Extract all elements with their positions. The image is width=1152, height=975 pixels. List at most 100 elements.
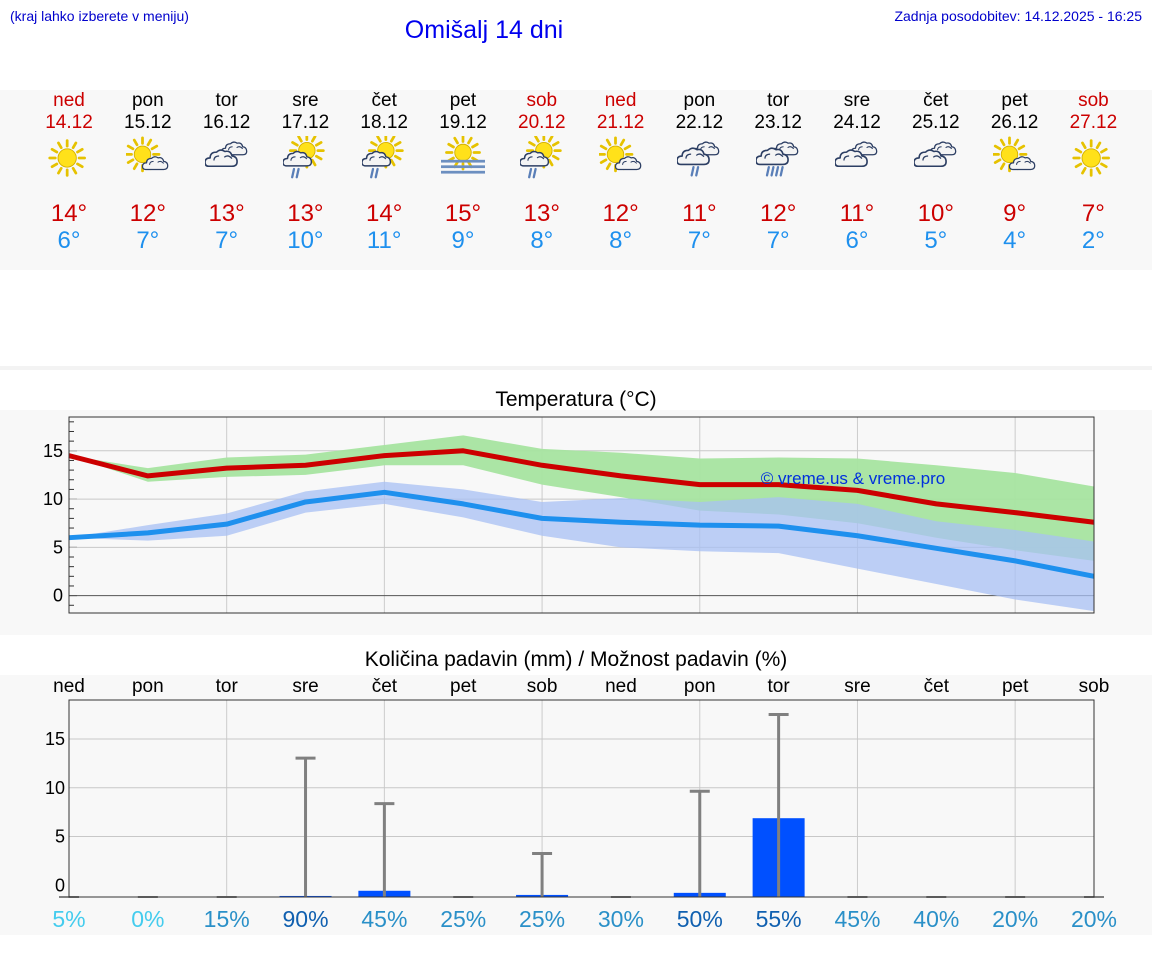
precipitation-chance-label: 55% [756,906,802,932]
day-column: pet 26.12 9° 4° [970,90,1060,260]
watermark: © vreme.us & vreme.pro [761,469,945,488]
plot-frame [68,699,1095,898]
day-date: 18.12 [360,112,408,133]
day-date: 15.12 [124,112,172,133]
plot-frame [68,416,1095,614]
day-column: sre 17.12 13° 10° [260,90,350,260]
precipitation-chance-label: 15% [204,906,250,932]
min-temperature: 8° [609,227,633,254]
min-temperature: 7° [766,227,790,254]
day-column: sre 24.12 11° 6° [812,90,902,260]
x-tick-label: pon [132,676,164,697]
day-column: ned 14.12 14° 6° [24,90,114,260]
y-tick-label: 10 [43,489,63,509]
x-tick-label: tor [216,676,239,697]
sun-fog-icon [441,136,485,174]
y-tick-label: 15 [45,729,65,749]
min-temperature: 8° [530,227,554,254]
forecast-strip [0,90,1152,270]
day-name: ned [53,90,85,111]
cloudy-icon [204,141,247,168]
day-column: ned 21.12 12° 8° [576,90,666,260]
day-name: pon [683,90,716,111]
day-date: 20.12 [518,112,566,133]
day-column: tor 16.12 13° 7° [182,90,272,260]
min-range-band [69,481,1094,612]
day-column: tor 23.12 12° 7° [733,90,823,260]
temperature-chart: 0 5 10 15 © vreme.us & vreme.pro [43,416,1095,614]
x-tick-label: čet [372,676,398,697]
sun-cloud-icon [598,136,641,173]
max-temperature-line [68,448,1095,525]
last-update: Zadnja posodobitev: 14.12.2025 - 16:25 [894,8,1142,24]
min-temperature: 6° [845,227,869,254]
min-temperature: 6° [57,227,81,254]
precipitation-chance-label: 0% [131,906,164,932]
precipitation-chance-label: 25% [519,906,565,932]
sun-icon [1072,139,1111,177]
day-column: sob 20.12 13° 8° [497,90,587,260]
day-name: sob [1078,90,1109,111]
day-date: 24.12 [833,112,881,133]
day-date: 21.12 [596,112,645,133]
max-temperature: 12° [602,200,639,227]
max-temperature: 12° [129,200,166,227]
sun-cloud-icon [125,136,169,173]
day-date: 17.12 [281,112,330,133]
day-name: čet [371,90,397,111]
x-tick-label: sre [844,676,870,697]
precipitation-chance-label: 20% [992,906,1038,932]
x-tick-label: sob [527,676,558,697]
day-column: sob 27.12 7° 2° [1048,90,1138,260]
x-tick-label: tor [768,676,791,697]
y-tick-label: 0 [55,875,65,895]
x-tick-label: ned [605,676,637,697]
precipitation-chart: 0 5 10 15 ned pon tor sre čet pet sob ned pon tor sre č… [45,676,1117,932]
y-tick-label: 0 [53,586,63,606]
max-temperature: 15° [444,200,482,227]
day-name: pon [131,90,164,111]
day-date: 16.12 [202,112,251,133]
precipitation-chart-title: Količina padavin (mm) / Možnost padavin … [364,648,788,671]
cloud-rain-icon [677,141,720,177]
day-date: 23.12 [754,112,802,133]
y-tick-label: 5 [55,827,65,847]
max-range-band [69,435,1094,561]
day-column: pon 22.12 11° 7° [654,90,744,260]
max-temperature: 14° [366,200,403,227]
x-tick-label: ned [53,676,85,697]
min-temperature: 7° [136,227,160,254]
day-date: 14.12 [45,112,93,133]
x-tick-label: pet [450,676,477,697]
day-date: 27.12 [1069,112,1118,133]
x-tick-label: pet [1002,676,1029,697]
location-hint: (kraj lahko izberete v meniju) [10,8,189,24]
max-temperature: 11° [682,200,717,227]
max-temperature: 13° [208,200,245,227]
min-temperature: 5° [924,227,948,254]
day-name: pet [449,90,477,111]
day-name: tor [767,90,790,111]
x-tick-label: pon [684,676,716,697]
sun-icon [48,139,86,177]
day-name: sre [292,90,319,111]
day-name: čet [923,90,949,111]
max-temperature: 12° [760,200,797,227]
max-temperature: 9° [1003,200,1027,227]
divider [0,366,1152,370]
cloudy-icon [835,141,878,168]
x-tick-label: čet [924,676,950,697]
max-temperature: 14° [50,200,88,227]
min-temperature: 11° [366,227,402,254]
max-temperature: 11° [839,200,875,227]
sun-rain-icon [283,136,326,179]
min-temperature: 2° [1081,227,1105,254]
precipitation-chance-label: 5% [52,906,85,932]
y-tick-label: 15 [43,441,63,461]
day-column: pon 15.12 12° 7° [103,90,193,260]
precipitation-chance-label: 40% [913,906,959,932]
day-name: ned [604,90,637,111]
precipitation-chance-label: 45% [834,906,880,932]
precipitation-chance-label: 45% [361,906,407,932]
max-temperature: 13° [523,200,560,227]
